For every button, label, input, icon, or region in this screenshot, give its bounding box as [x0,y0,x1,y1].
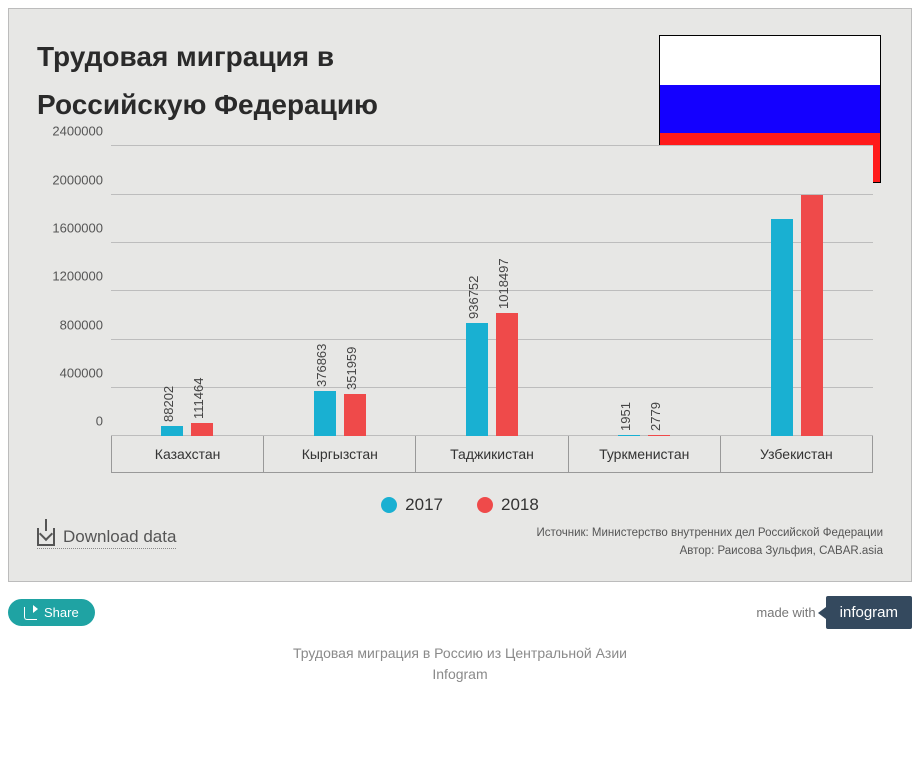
legend-item: 2017 [381,495,443,515]
chart-area: 0400000800000120000016000002000000240000… [37,146,873,473]
legend-label: 2018 [501,495,539,515]
bar [771,219,793,437]
caption-line-1: Трудовая миграция в Россию из Центрально… [0,643,920,664]
toolbar: Share made with infogram [8,596,912,629]
legend-swatch [477,497,493,513]
bar-value-label: 88202 [161,385,176,421]
source-line: Источник: Министерство внутренних дел Ро… [536,527,883,539]
bar: 376863 [314,391,336,437]
flag-stripe-white [660,36,880,85]
legend: 2017 2018 [37,495,883,515]
y-tick-label: 800000 [37,317,109,332]
share-label: Share [44,605,79,620]
bar: 1951 [618,435,640,436]
category-group: 376863 351959 [263,146,415,436]
page-title: Трудовая миграция в Российскую Федерацию [37,33,467,128]
x-tick-label: Таджикистан [416,436,568,473]
flag-stripe-blue [660,85,880,134]
category-group [721,146,873,436]
y-tick-label: 2400000 [37,124,109,139]
x-tick-label: Туркменистан [569,436,721,473]
legend-swatch [381,497,397,513]
caption: Трудовая миграция в Россию из Центрально… [0,643,920,695]
bar-value-label: 2779 [648,402,663,431]
bars-layer: 88202 111464 376863 351959 936752 1018497 1951… [111,146,873,436]
category-group: 936752 1018497 [416,146,568,436]
sources: Источник: Министерство внутренних дел Ро… [536,527,883,563]
x-axis: КазахстанКыргызстанТаджикистанТуркменист… [111,436,873,473]
download-data-link[interactable]: Download data [37,527,176,549]
legend-item: 2018 [477,495,539,515]
bar-value-label: 111464 [191,377,206,418]
download-icon [37,528,55,546]
bar: 351959 [344,394,366,437]
bar-value-label: 351959 [344,346,359,389]
x-tick-label: Казахстан [112,436,264,473]
bar-value-label: 1018497 [496,259,511,310]
category-group: 88202 111464 [111,146,263,436]
bar: 111464 [191,423,213,436]
bar: 2779 [648,435,670,436]
plot-area: 0400000800000120000016000002000000240000… [111,146,873,436]
y-tick-label: 1200000 [37,269,109,284]
download-label: Download data [63,527,176,547]
infogram-logo: infogram [826,596,912,629]
bar-value-label: 376863 [314,343,329,386]
bar: 88202 [161,426,183,437]
bar [801,195,823,437]
author-line: Автор: Раисова Зульфия, CABAR.asia [536,545,883,557]
y-tick-label: 1600000 [37,220,109,235]
y-tick-label: 0 [37,414,109,429]
canvas: Трудовая миграция в Российскую Федерацию… [0,8,920,695]
legend-label: 2017 [405,495,443,515]
category-group: 1951 2779 [568,146,720,436]
share-icon [24,607,36,619]
x-tick-label: Узбекистан [721,436,873,473]
bar: 936752 [466,323,488,436]
bar-value-label: 936752 [466,276,481,319]
made-with-label: made with [756,605,815,620]
chart: 0400000800000120000016000002000000240000… [37,146,883,473]
caption-line-2: Infogram [0,664,920,685]
footer-row: Download data Источник: Министерство вну… [37,527,883,563]
bar: 1018497 [496,313,518,436]
share-button[interactable]: Share [8,599,95,626]
y-tick-label: 2000000 [37,172,109,187]
infographic-panel: Трудовая миграция в Российскую Федерацию… [8,8,912,582]
bar-value-label: 1951 [618,402,633,431]
y-tick-label: 400000 [37,365,109,380]
x-tick-label: Кыргызстан [264,436,416,473]
made-with[interactable]: made with infogram [756,596,912,629]
